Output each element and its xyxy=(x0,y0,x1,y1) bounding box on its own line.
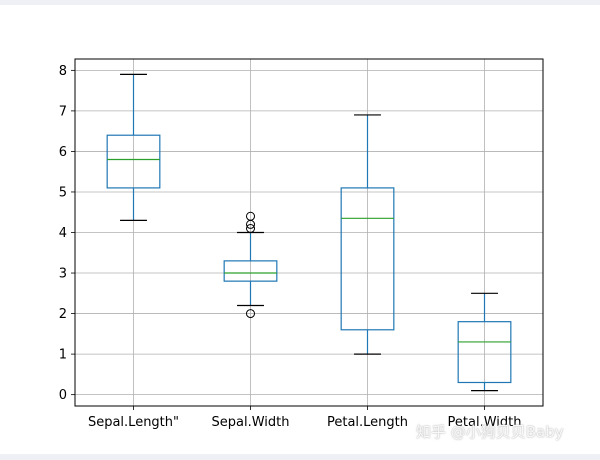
box-group xyxy=(457,292,512,392)
box-group xyxy=(340,114,395,355)
y-tick-label: 1 xyxy=(59,348,67,363)
iqr-box xyxy=(106,134,161,189)
iqr-box xyxy=(457,321,512,384)
iqr-box xyxy=(223,260,278,282)
y-tick-label: 8 xyxy=(59,64,67,79)
y-tick-label: 4 xyxy=(59,226,67,241)
box-group xyxy=(223,211,278,319)
y-tick-label: 5 xyxy=(59,185,67,200)
iqr-box xyxy=(340,187,395,331)
x-tick-label: Sepal.Width xyxy=(212,415,290,430)
y-tick-label: 3 xyxy=(59,267,67,282)
bottom-band xyxy=(0,454,600,460)
top-band xyxy=(0,0,600,5)
grid-layer xyxy=(75,59,543,406)
outlier-point xyxy=(246,223,255,233)
y-tick-label: 6 xyxy=(59,145,67,160)
outlier-point xyxy=(246,219,255,229)
watermark: 知乎 @小狗贝贝Baby xyxy=(416,423,564,441)
box-group xyxy=(106,73,161,221)
box-layer xyxy=(106,73,512,392)
x-tick-label: Petal.Width xyxy=(448,415,522,430)
y-tick-label: 2 xyxy=(59,307,67,322)
tick-layer: 0 1 2 3 4 5 6 7 8 Sepal.Length" Sepal.Width Petal.L… xyxy=(59,64,522,430)
x-tick-label: Sepal.Length" xyxy=(88,415,179,430)
y-tick-label: 7 xyxy=(59,104,67,119)
y-tick-label: 0 xyxy=(59,388,67,403)
x-tick-label: Petal.Length xyxy=(327,415,408,430)
outlier-point xyxy=(246,309,255,319)
